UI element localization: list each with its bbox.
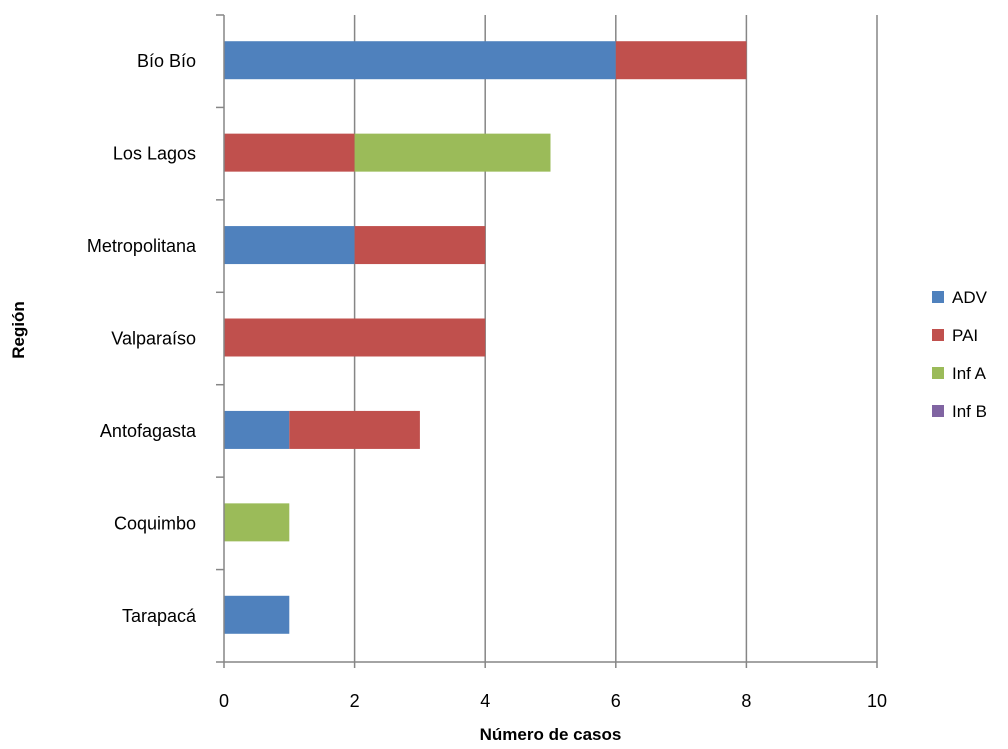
bar-segment-adv — [224, 410, 290, 449]
legend-label: PAI — [952, 326, 978, 345]
legend-swatch — [932, 405, 944, 417]
category-label: Bío Bío — [137, 51, 196, 71]
y-axis-title: Región — [9, 301, 28, 359]
x-tick-label: 0 — [219, 691, 229, 711]
legend-swatch — [932, 329, 944, 341]
x-tick-label: 6 — [611, 691, 621, 711]
x-tick-label: 2 — [350, 691, 360, 711]
bar-segment-adv — [224, 595, 290, 634]
bar-segment-pai — [615, 41, 747, 80]
x-tick-label: 10 — [867, 691, 887, 711]
x-tick-label: 4 — [480, 691, 490, 711]
gridlines — [353, 15, 878, 662]
bar-segment-inf-a — [224, 503, 290, 542]
bar-segment-pai — [224, 318, 486, 357]
bar-segment-pai — [354, 226, 486, 265]
legend-swatch — [932, 367, 944, 379]
axes — [216, 14, 878, 668]
bars — [224, 41, 747, 634]
legend-label: Inf A — [952, 364, 987, 383]
category-label: Valparaíso — [111, 329, 196, 349]
x-tick-label: 8 — [741, 691, 751, 711]
bar-segment-adv — [224, 226, 355, 265]
category-label: Antofagasta — [100, 421, 197, 441]
category-label: Coquimbo — [114, 513, 196, 533]
bar-segment-pai — [289, 410, 420, 449]
x-axis-title: Número de casos — [480, 725, 622, 744]
bar-segment-pai — [224, 133, 355, 172]
category-label: Tarapacá — [122, 606, 197, 626]
bar-segment-inf-a — [354, 133, 551, 172]
legend-label: ADV — [952, 288, 988, 307]
bar-segment-adv — [224, 41, 616, 80]
legend-swatch — [932, 291, 944, 303]
axis-labels: 0 2 4 6 8 10 Bío Bío Los Lagos Metropolitana Valp… — [87, 51, 887, 711]
legend: ADV PAI Inf A Inf B — [932, 288, 988, 421]
category-label: Los Lagos — [113, 144, 196, 164]
category-label: Metropolitana — [87, 236, 197, 256]
legend-label: Inf B — [952, 402, 987, 421]
